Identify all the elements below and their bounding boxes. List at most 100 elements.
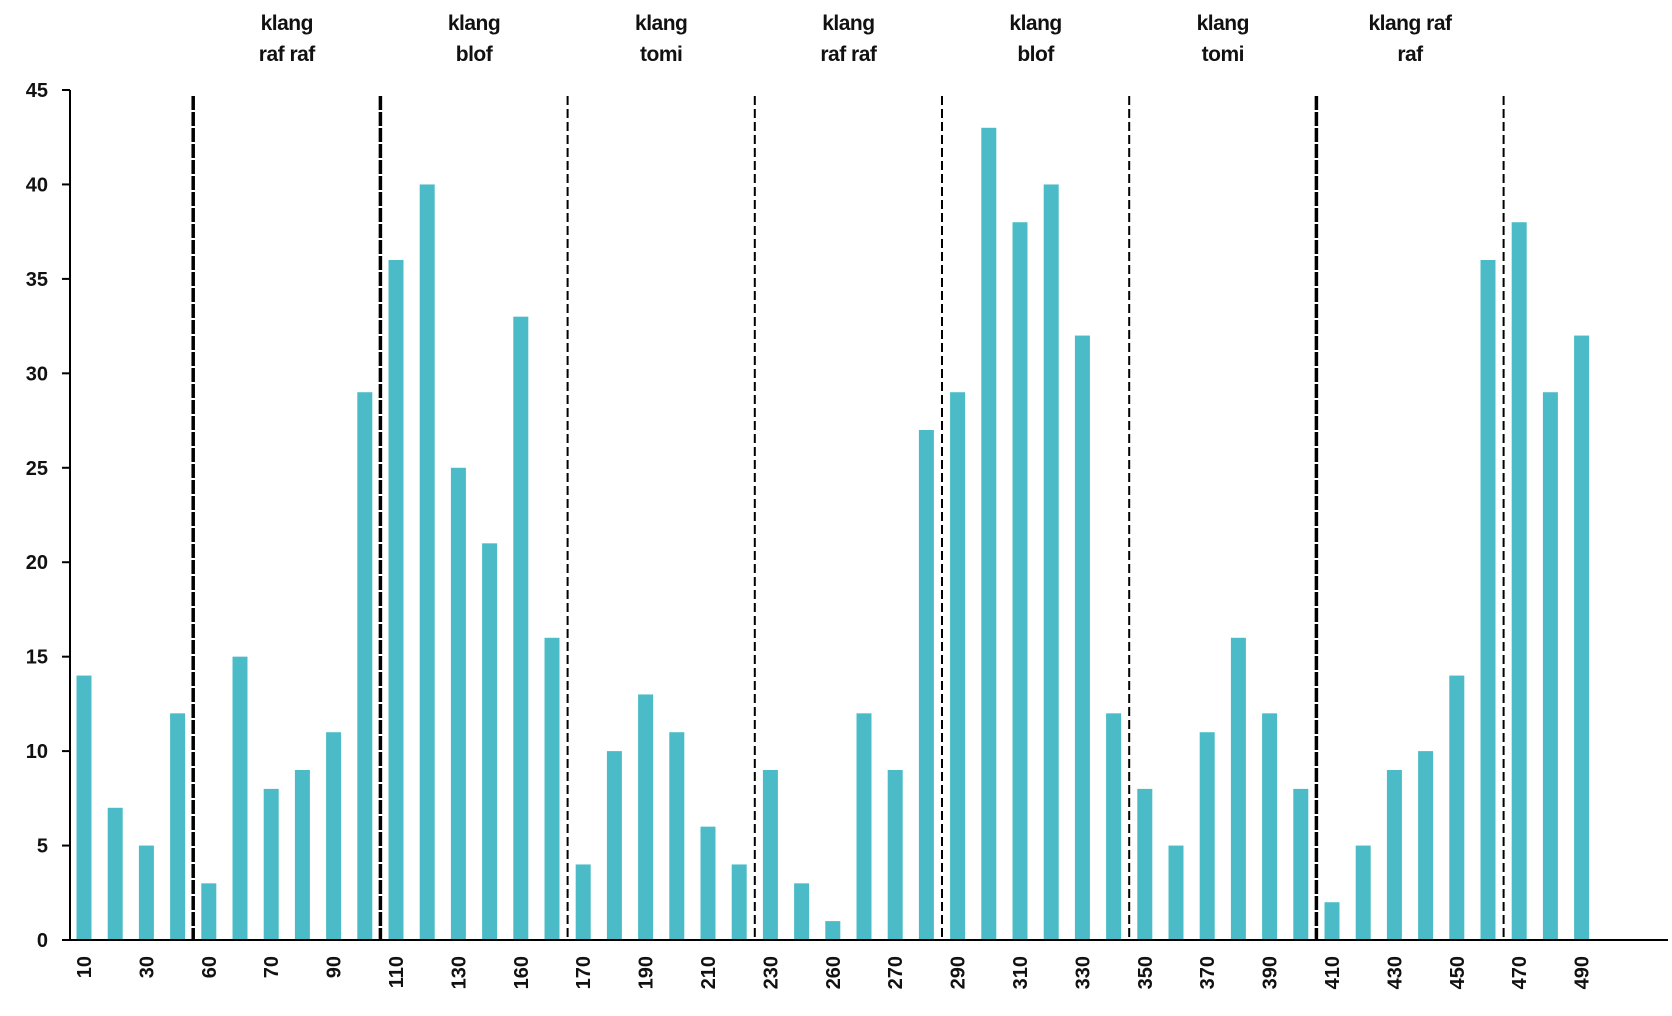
axes bbox=[69, 90, 1668, 941]
section-dividers bbox=[191, 96, 1505, 940]
bar-45 bbox=[1480, 260, 1496, 940]
bar-14 bbox=[513, 316, 529, 940]
bar-37 bbox=[1230, 637, 1246, 940]
x-tick-label-2: 30 bbox=[136, 956, 158, 978]
bar-44 bbox=[1449, 675, 1465, 940]
x-tick-label-16: 170 bbox=[573, 956, 595, 989]
bar-34 bbox=[1137, 788, 1153, 940]
x-tick-label-8: 90 bbox=[324, 956, 346, 978]
bar-25 bbox=[856, 713, 872, 940]
bar-15 bbox=[544, 637, 560, 940]
bar-5 bbox=[232, 656, 248, 940]
section-label-4-line-1: blof bbox=[1017, 43, 1055, 66]
bar-42 bbox=[1386, 770, 1402, 940]
bar-47 bbox=[1542, 392, 1558, 941]
x-tick-label-6: 70 bbox=[261, 956, 283, 978]
x-tick-label-4: 60 bbox=[199, 956, 221, 978]
bar-19 bbox=[669, 732, 685, 940]
section-label-3-line-0: klang bbox=[822, 12, 874, 35]
x-tick-label-48: 490 bbox=[1572, 956, 1594, 989]
x-tick-label-42: 430 bbox=[1384, 956, 1406, 989]
bar-33 bbox=[1106, 713, 1122, 940]
y-tick-label-1: 5 bbox=[37, 836, 48, 858]
section-label-4-line-0: klang bbox=[1009, 12, 1061, 35]
bar-36 bbox=[1199, 732, 1215, 940]
section-label-6-line-0: klang raf bbox=[1368, 12, 1453, 35]
section-label-2-line-0: klang bbox=[635, 12, 687, 35]
bar-31 bbox=[1043, 184, 1059, 940]
section-label-0-line-1: raf raf bbox=[259, 43, 317, 66]
bar-6 bbox=[263, 788, 279, 940]
bar-11 bbox=[419, 184, 435, 940]
bar-26 bbox=[887, 770, 903, 940]
bar-35 bbox=[1168, 845, 1184, 940]
bar-30 bbox=[1012, 222, 1028, 941]
bar-2 bbox=[138, 845, 154, 940]
x-tick-label-34: 350 bbox=[1135, 956, 1157, 989]
y-tick-label-3: 15 bbox=[26, 647, 48, 669]
bar-41 bbox=[1355, 845, 1371, 940]
section-label-1-line-1: blof bbox=[456, 43, 494, 66]
bar-24 bbox=[825, 921, 841, 940]
x-tick-label-32: 330 bbox=[1072, 956, 1094, 989]
y-tick-label-2: 10 bbox=[26, 741, 48, 763]
bar-39 bbox=[1293, 788, 1309, 940]
x-tick-label-26: 270 bbox=[885, 956, 907, 989]
bar-8 bbox=[326, 732, 342, 940]
bar-21 bbox=[731, 864, 747, 940]
bar-23 bbox=[794, 883, 810, 940]
section-labels: klang raf raf klang blof klang tomi klang raf r… bbox=[259, 12, 1454, 66]
x-tick-label-28: 290 bbox=[948, 956, 970, 989]
bar-40 bbox=[1324, 902, 1340, 940]
x-tick-label-14: 160 bbox=[511, 956, 533, 989]
bars bbox=[76, 127, 1590, 941]
bar-28 bbox=[950, 392, 966, 941]
x-tick-label-46: 470 bbox=[1509, 956, 1531, 989]
bar-12 bbox=[450, 467, 466, 940]
bar-7 bbox=[294, 770, 310, 940]
section-label-2-line-1: tomi bbox=[640, 43, 682, 66]
bar-16 bbox=[575, 864, 591, 940]
bar-9 bbox=[357, 392, 373, 941]
section-label-5-line-1: tomi bbox=[1202, 43, 1244, 66]
x-tick-label-20: 210 bbox=[698, 956, 720, 989]
bar-3 bbox=[170, 713, 186, 940]
bar-1 bbox=[107, 807, 123, 940]
x-tick-label-38: 390 bbox=[1260, 956, 1282, 989]
bar-22 bbox=[762, 770, 778, 940]
x-tick-label-22: 230 bbox=[760, 956, 782, 989]
bar-4 bbox=[201, 883, 217, 940]
bar-0 bbox=[76, 675, 92, 940]
x-tick-label-30: 310 bbox=[1010, 956, 1032, 989]
bar-17 bbox=[606, 751, 622, 940]
section-label-0-line-0: klang bbox=[261, 12, 313, 35]
section-label-6-line-1: raf bbox=[1397, 43, 1424, 66]
x-tick-label-12: 130 bbox=[448, 956, 470, 989]
x-tick-label-24: 260 bbox=[823, 956, 845, 989]
x-tick-label-40: 410 bbox=[1322, 956, 1344, 989]
y-axis-ticks: 0 5 10 15 20 25 30 35 40 45 bbox=[26, 80, 70, 952]
y-tick-label-4: 20 bbox=[26, 552, 48, 574]
y-tick-label-0: 0 bbox=[37, 930, 48, 952]
x-tick-label-44: 450 bbox=[1447, 956, 1469, 989]
x-tick-label-10: 110 bbox=[386, 956, 408, 988]
bar-13 bbox=[482, 543, 498, 940]
x-axis-ticks: 10 30 60 70 90 110 130 160 170 190 210 230 260 270 290… bbox=[74, 956, 1594, 989]
y-tick-label-8: 40 bbox=[26, 174, 48, 196]
bar-43 bbox=[1418, 751, 1434, 940]
section-label-5-line-0: klang bbox=[1197, 12, 1249, 35]
bar-27 bbox=[918, 430, 934, 940]
y-tick-label-7: 35 bbox=[26, 269, 48, 291]
bar-46 bbox=[1511, 222, 1527, 941]
y-tick-label-6: 30 bbox=[26, 363, 48, 385]
y-tick-label-5: 25 bbox=[26, 458, 48, 480]
bar-29 bbox=[981, 127, 997, 940]
bar-10 bbox=[388, 260, 404, 940]
bar-32 bbox=[1074, 335, 1090, 940]
section-label-1-line-0: klang bbox=[448, 12, 500, 35]
x-tick-label-18: 190 bbox=[636, 956, 658, 989]
bar-38 bbox=[1262, 713, 1278, 940]
bar-48 bbox=[1574, 335, 1590, 940]
